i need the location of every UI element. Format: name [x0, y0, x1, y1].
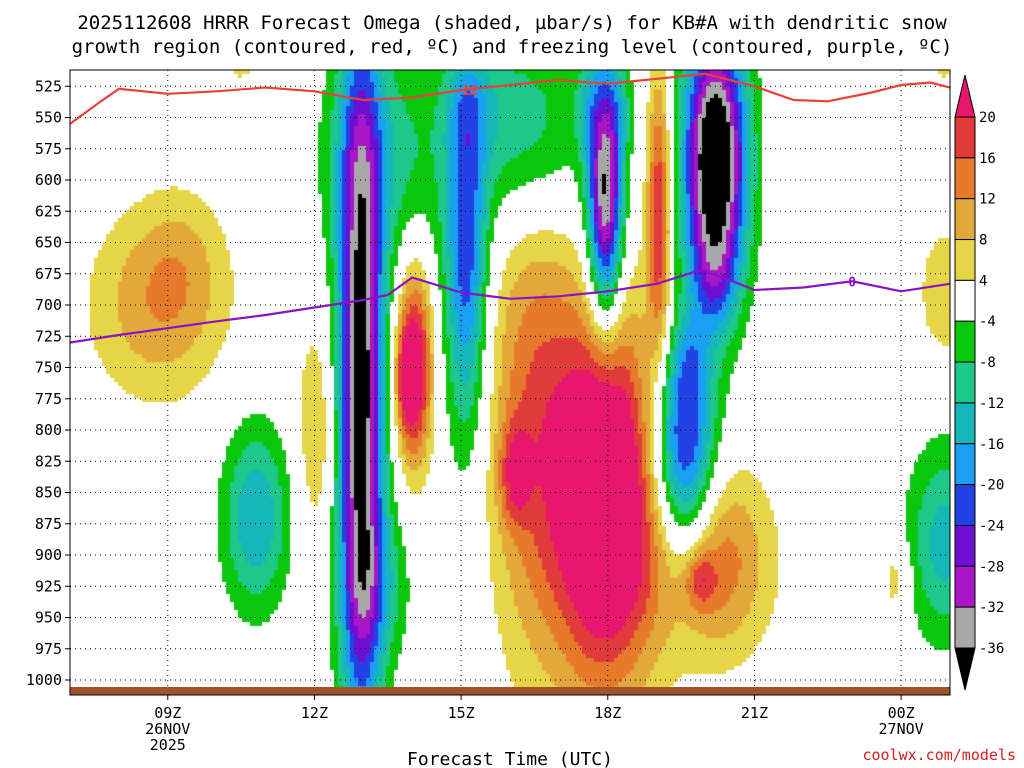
colorbar: 20 16 12 8 4 -4 -8 -12 -16 -20 -24 -28 -32 -36	[954, 74, 1004, 691]
chart-title-line-2: growth region (contoured, red, ºC) and f…	[72, 36, 953, 58]
colorbar-tick-label: 4	[979, 273, 987, 289]
colorbar-tick-label: 12	[979, 192, 996, 208]
colorbar-tick-label: -4	[979, 314, 996, 330]
colorbar-segment	[954, 361, 976, 404]
dendritic-growth-contour-line	[70, 72, 950, 125]
y-tick-label: 725	[35, 327, 62, 345]
y-tick-label: 850	[35, 484, 62, 502]
colorbar-segment	[954, 198, 976, 241]
x-tick-label: 00Z	[888, 704, 915, 722]
colorbar-segment	[954, 116, 976, 159]
y-tick-label: 700	[35, 296, 62, 314]
dendritic-growth-contour-label: -12	[454, 84, 477, 99]
y-tick-label: 950	[35, 609, 62, 627]
y-tick-label: 925	[35, 577, 62, 595]
colorbar-tick-label: 8	[979, 233, 987, 249]
terrain-ground-band	[70, 687, 950, 695]
freezing-level-contour-line	[70, 268, 950, 344]
y-tick-label: 775	[35, 390, 62, 408]
colorbar-segment	[954, 606, 976, 649]
site-credit: coolwx.com/models	[862, 746, 1016, 764]
colorbar-tick-label: -24	[979, 518, 1004, 534]
y-tick-label: 550	[35, 109, 62, 127]
contour-layer: -12 0	[70, 72, 950, 344]
colorbar-top-arrow	[954, 74, 976, 118]
omega-field-layer	[70, 70, 950, 695]
freezing-level-contour-label: 0	[848, 275, 856, 290]
colorbar-segment	[954, 239, 976, 281]
colorbar-tick-label: -20	[979, 478, 1004, 494]
colorbar-segment	[954, 402, 976, 445]
y-tick-label: 625	[35, 202, 62, 220]
x-tick-label: 15Z	[448, 704, 475, 722]
x-tick-label: 27NOV	[879, 720, 924, 738]
y-tick-label: 1000	[26, 671, 62, 689]
x-tick-label: 26NOV	[145, 720, 190, 738]
omega-shading	[70, 70, 950, 695]
colorbar-tick-label: -16	[979, 437, 1004, 453]
y-tick-label: 900	[35, 546, 62, 564]
x-tick-label: 18Z	[594, 704, 621, 722]
colorbar-segment	[954, 565, 976, 608]
y-tick-label: 975	[35, 640, 62, 658]
colorbar-segment	[954, 320, 976, 363]
y-tick-label: 750	[35, 359, 62, 377]
y-tick-label: 875	[35, 515, 62, 533]
y-axis: 525 550 575 600 625 650 675 700 725 750 775 800 825 8…	[26, 77, 70, 689]
y-tick-label: 600	[35, 171, 62, 189]
colorbar-tick-label: 20	[979, 110, 996, 126]
y-tick-label: 800	[35, 421, 62, 439]
colorbar-tick-label: -12	[979, 396, 1004, 412]
colorbar-segment	[954, 157, 976, 200]
x-tick-label: 21Z	[741, 704, 768, 722]
colorbar-segment	[954, 524, 976, 567]
y-tick-label: 650	[35, 234, 62, 252]
x-tick-label: 2025	[150, 736, 186, 754]
y-tick-label: 825	[35, 452, 62, 470]
x-tick-label: 12Z	[301, 704, 328, 722]
y-tick-label: 675	[35, 265, 62, 283]
colorbar-tick-label: -32	[979, 600, 1004, 616]
colorbar-tick-label: -28	[979, 559, 1004, 575]
y-tick-label: 575	[35, 140, 62, 158]
plot-frame	[69, 69, 951, 696]
colorbar-tick-label: -8	[979, 355, 996, 371]
x-axis-label: Forecast Time (UTC)	[407, 749, 613, 768]
colorbar-tick-label: -36	[979, 641, 1004, 657]
x-tick-label: 09Z	[154, 704, 181, 722]
y-tick-label: 525	[35, 77, 62, 95]
colorbar-segment	[954, 443, 976, 486]
gridlines	[70, 70, 950, 695]
colorbar-bottom-arrow	[954, 647, 976, 691]
colorbar-segment	[954, 484, 976, 526]
chart-title-line-1: 2025112608 HRRR Forecast Omega (shaded, …	[77, 12, 947, 34]
colorbar-segment	[954, 279, 976, 322]
colorbar-tick-label: 16	[979, 151, 996, 167]
